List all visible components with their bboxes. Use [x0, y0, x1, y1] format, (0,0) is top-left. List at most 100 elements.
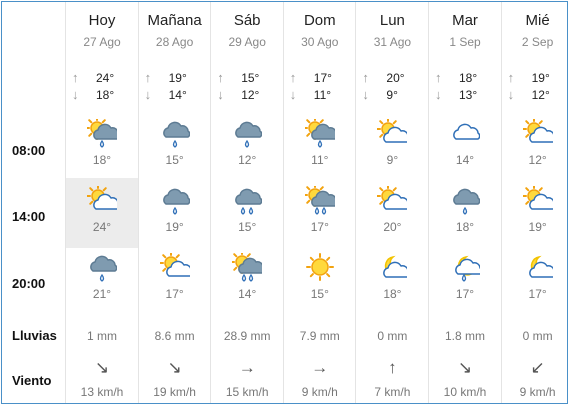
slot-temp: 21° — [92, 287, 112, 301]
wind-speed: 9 km/h — [519, 385, 556, 399]
max-temp: 18° — [459, 71, 478, 85]
rain-amount: 0 mm — [522, 329, 553, 343]
sun-cloud-rain-icon — [87, 119, 117, 148]
wind-direction-icon: ↘ — [94, 358, 110, 377]
wind-speed: 13 km/h — [80, 385, 124, 399]
forecast-cell[interactable]: 14° — [429, 111, 501, 181]
max-temp-row: ↑ 17° — [284, 70, 356, 87]
rain-amount: 7.9 mm — [299, 329, 340, 343]
slot-temp: 17° — [310, 220, 329, 234]
sun-cloud-icon — [377, 119, 408, 143]
forecast-cell[interactable]: 12° — [502, 111, 567, 181]
forecast-cell[interactable]: 18° — [429, 178, 501, 248]
min-temp: 12° — [241, 88, 260, 102]
forecast-cell[interactable]: 21° — [66, 245, 138, 315]
max-temp-arrow-icon: ↑ — [507, 70, 515, 85]
slot-temp: 19° — [528, 220, 547, 234]
forecast-cell[interactable]: 17° — [502, 245, 567, 315]
min-temp-row: ↓ 14° — [139, 87, 211, 104]
forecast-cell[interactable]: 19° — [502, 178, 567, 248]
min-temp-row: ↓ 13° — [429, 87, 501, 104]
forecast-cell[interactable]: 9° — [356, 111, 428, 181]
min-temp-arrow-icon: ↓ — [362, 87, 369, 102]
cloud-rain-icon — [90, 255, 117, 282]
max-temp-arrow-icon: ↑ — [362, 70, 369, 85]
min-temp-arrow-icon: ↓ — [217, 87, 224, 102]
moon-cloud-icon — [528, 255, 553, 278]
max-temp: 20° — [386, 71, 405, 85]
rain-amount: 1.8 mm — [444, 329, 485, 343]
forecast-cell[interactable]: 15° — [284, 245, 356, 315]
rain-amount: 1 mm — [87, 329, 117, 343]
max-temp: 19° — [168, 71, 187, 85]
temperature-range: ↑ 15° ↓ 12° — [211, 70, 283, 104]
slot-temp: 12° — [528, 153, 547, 167]
cloud-rain-icon — [453, 188, 480, 215]
max-temp-row: ↑ 18° — [429, 70, 501, 87]
max-temp-arrow-icon: ↑ — [289, 70, 297, 85]
day-name: Mié — [525, 12, 550, 29]
forecast-cell[interactable]: 20° — [356, 178, 428, 248]
max-temp-arrow-icon: ↑ — [72, 70, 79, 85]
forecast-cell[interactable]: 11° — [284, 111, 356, 181]
slot-temp: 18° — [383, 287, 402, 301]
forecast-cell[interactable]: 14° — [211, 245, 283, 315]
cloud-rain-icon — [162, 188, 190, 215]
day-name: Lun — [379, 12, 405, 29]
day-column: Hoy 27 Ago ↑ 24° ↓ 18° 18° 24° 21° 1 mm ↘ 13 km/h — [65, 2, 139, 403]
slot-temp: 14° — [238, 287, 257, 301]
wind-direction-icon: ↑ — [388, 358, 397, 377]
sun-cloud-icon — [377, 186, 408, 210]
day-column: Sáb 29 Ago ↑ 15° ↓ 12° 12° 15° 14° 28.9 mm → 15 km/… — [210, 2, 284, 403]
max-temp: 19° — [531, 71, 550, 85]
forecast-cell[interactable]: 17° — [429, 245, 501, 315]
day-date: 1 Sep — [449, 35, 481, 49]
wind-speed: 15 km/h — [225, 385, 269, 399]
slot-temp: 11° — [311, 153, 329, 167]
slot-temp: 20° — [383, 220, 402, 234]
day-column: Dom 30 Ago ↑ 17° ↓ 11° 11° 17° 15° 7.9 mm → 9 km/h — [282, 2, 357, 403]
wind-speed: 10 km/h — [443, 385, 487, 399]
slot-temp: 17° — [165, 287, 184, 301]
max-temp-arrow-icon: ↑ — [217, 70, 224, 85]
forecast-cell[interactable]: 12° — [211, 111, 283, 181]
forecast-cell[interactable]: 18° — [66, 111, 138, 181]
forecast-cell[interactable]: 18° — [356, 245, 428, 315]
wind-speed: 19 km/h — [153, 385, 196, 399]
min-temp-arrow-icon: ↓ — [72, 87, 79, 102]
day-date: 29 Ago — [228, 35, 266, 49]
forecast-cell[interactable]: 24° — [66, 178, 138, 248]
forecast-cell[interactable]: 15° — [139, 111, 211, 181]
cloud-heavy-rain-icon — [235, 188, 263, 215]
temperature-range: ↑ 18° ↓ 13° — [429, 70, 501, 104]
moon-cloud-icon — [383, 255, 408, 278]
forecast-cell[interactable]: 17° — [284, 178, 356, 248]
wind-direction-icon: ↘ — [457, 358, 473, 377]
day-name: Mañana — [147, 12, 202, 29]
max-temp-row: ↑ 19° — [139, 70, 211, 87]
day-name: Dom — [303, 12, 336, 29]
forecast-cell[interactable]: 15° — [211, 178, 283, 248]
day-date: 30 Ago — [301, 35, 339, 49]
sun-cloud-icon — [87, 186, 117, 210]
min-temp-row: ↓ 9° — [356, 87, 428, 104]
sun-cloud-heavy-rain-icon — [232, 253, 263, 282]
forecast-cell[interactable]: 19° — [139, 178, 211, 248]
forecast-cell[interactable]: 17° — [139, 245, 211, 315]
sun-icon — [305, 253, 334, 281]
row-label-1400: 14:00 — [12, 209, 46, 224]
min-temp-row: ↓ 12° — [502, 87, 567, 104]
max-temp: 24° — [96, 71, 115, 85]
min-temp-arrow-icon: ↓ — [289, 87, 297, 102]
sun-cloud-heavy-rain-icon — [304, 186, 335, 215]
temperature-range: ↑ 19° ↓ 14° — [139, 70, 211, 104]
min-temp: 11° — [313, 88, 332, 102]
day-name: Hoy — [88, 12, 116, 29]
max-temp-row: ↑ 19° — [502, 70, 567, 87]
temperature-range: ↑ 17° ↓ 11° — [284, 70, 356, 104]
slot-temp: 24° — [92, 220, 112, 234]
day-date: 2 Sep — [521, 35, 554, 49]
max-temp: 15° — [241, 71, 260, 85]
rain-amount: 28.9 mm — [223, 329, 271, 343]
